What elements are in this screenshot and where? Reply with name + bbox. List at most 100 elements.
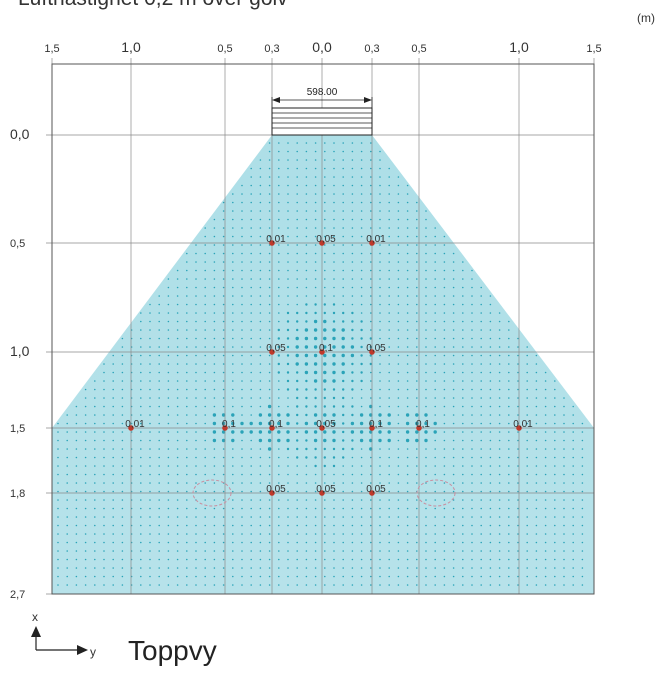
- airflow-dot: [443, 448, 446, 450]
- airflow-dot: [397, 473, 400, 476]
- airflow-dot: [103, 516, 105, 518]
- airflow-dot: [351, 337, 354, 340]
- airflow-dot: [471, 516, 473, 518]
- airflow-dot: [323, 413, 327, 417]
- airflow-dot: [112, 473, 114, 476]
- airflow-dot: [360, 227, 363, 229]
- airflow-dot: [498, 550, 501, 552]
- airflow-dot: [424, 421, 428, 426]
- airflow-dot: [323, 336, 327, 341]
- airflow-dot: [158, 507, 160, 510]
- airflow-dot: [121, 482, 124, 484]
- airflow-dot: [406, 184, 409, 187]
- airflow-dot: [508, 567, 510, 569]
- airflow-dot: [563, 507, 565, 510]
- airflow-dot: [379, 397, 381, 399]
- airflow-dot: [360, 159, 363, 161]
- airflow-dot: [342, 159, 345, 161]
- airflow-dot: [222, 252, 225, 255]
- airflow-dot: [324, 227, 326, 229]
- airflow-dot: [241, 473, 243, 476]
- airflow-dot: [186, 507, 188, 510]
- airflow-dot: [471, 558, 473, 561]
- airflow-dot: [314, 584, 317, 586]
- airflow-dot: [57, 456, 59, 459]
- airflow-dot: [332, 388, 336, 391]
- airflow-dot: [103, 405, 105, 408]
- airflow-dot: [443, 490, 446, 493]
- airflow-dot: [379, 465, 381, 467]
- airflow-dot: [324, 558, 326, 561]
- airflow-dot: [176, 269, 179, 272]
- airflow-dot: [406, 295, 409, 297]
- airflow-dot: [278, 150, 280, 153]
- airflow-dot: [204, 312, 206, 314]
- airflow-dot: [332, 311, 336, 315]
- airflow-dot: [489, 320, 492, 323]
- airflow-dot: [278, 252, 280, 255]
- airflow-dot: [462, 448, 464, 450]
- airflow-dot: [443, 397, 446, 399]
- airflow-dot: [443, 261, 446, 263]
- airflow-dot: [140, 363, 142, 365]
- airflow-dot: [213, 524, 216, 527]
- airflow-dot: [250, 490, 252, 493]
- airflow-dot: [554, 550, 556, 552]
- airflow-dot: [323, 388, 326, 391]
- airflow-dot: [351, 142, 354, 144]
- airflow-dot: [186, 490, 188, 493]
- airflow-dot: [379, 567, 381, 569]
- airflow-dot: [66, 567, 68, 569]
- airflow-dot: [416, 269, 418, 272]
- airflow-dot: [140, 533, 142, 535]
- airflow-dot: [268, 176, 271, 178]
- airflow-dot: [241, 414, 243, 416]
- airflow-dot: [84, 482, 87, 484]
- airflow-dot: [241, 210, 243, 212]
- airflow-dot: [480, 380, 483, 382]
- airflow-dot: [489, 541, 492, 544]
- airflow-dot: [342, 261, 345, 263]
- airflow-dot: [167, 303, 170, 306]
- airflow-dot: [452, 482, 455, 484]
- airflow-dot: [232, 286, 234, 289]
- airflow-dot: [462, 329, 464, 331]
- airflow-dot: [295, 336, 299, 341]
- airflow-dot: [508, 490, 510, 493]
- airflow-dot: [121, 448, 124, 450]
- airflow-dot: [222, 329, 225, 331]
- airflow-dot: [452, 414, 455, 416]
- airflow-dot: [222, 490, 225, 493]
- airflow-dot: [232, 490, 234, 493]
- airflow-dot: [480, 533, 483, 535]
- airflow-dot: [241, 456, 243, 459]
- airflow-dot: [241, 201, 243, 204]
- airflow-dot: [517, 439, 519, 442]
- airflow-dot: [158, 303, 160, 306]
- airflow-dot: [489, 533, 492, 535]
- airflow-dot: [186, 431, 188, 433]
- airflow-dot: [526, 397, 528, 399]
- airflow-dot: [388, 405, 391, 408]
- airflow-dot: [351, 558, 354, 561]
- airflow-dot: [140, 482, 142, 484]
- airflow-dot: [471, 329, 473, 331]
- airflow-dot: [388, 550, 391, 552]
- airflow-dot: [268, 473, 271, 476]
- airflow-dot: [278, 558, 280, 561]
- airflow-dot: [287, 473, 289, 476]
- airflow-dot: [370, 465, 372, 467]
- airflow-dot: [296, 328, 299, 332]
- airflow-dot: [222, 261, 225, 263]
- airflow-dot: [572, 405, 574, 408]
- airflow-dot: [333, 235, 335, 238]
- airflow-dot: [94, 558, 96, 561]
- airflow-dot: [498, 482, 501, 484]
- airflow-dot: [167, 465, 170, 467]
- airflow-dot: [250, 261, 252, 263]
- airflow-dot: [158, 567, 160, 569]
- airflow-dot: [75, 439, 78, 442]
- airflow-dot: [434, 414, 437, 416]
- airflow-dot: [314, 218, 317, 221]
- airflow-dot: [379, 524, 381, 527]
